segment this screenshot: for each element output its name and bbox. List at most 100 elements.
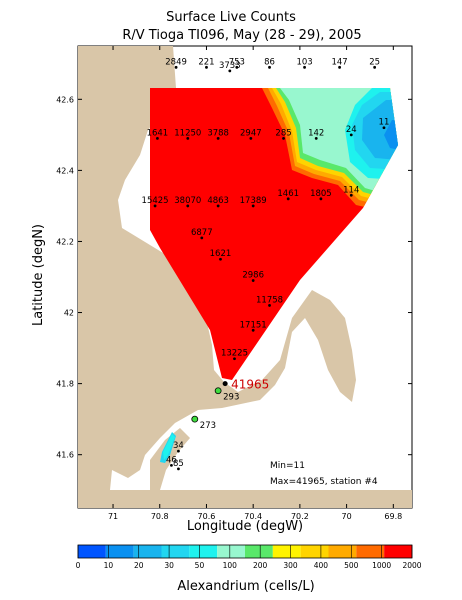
x-tick-label: 69.8	[384, 512, 402, 521]
station-marker	[268, 304, 271, 307]
land-south	[150, 428, 190, 490]
station-marker	[186, 137, 190, 140]
y-tick-label: 42.6	[56, 95, 74, 104]
land-mass	[78, 46, 412, 508]
colorbar-tick-label: 500	[344, 561, 359, 570]
station-label: 38070	[174, 196, 201, 206]
station-label: 221	[198, 57, 214, 67]
colorbar-tick-label: 200	[253, 561, 268, 570]
station-label: 24	[346, 125, 357, 135]
station-label: 142	[308, 128, 324, 138]
station-label: 753	[229, 57, 245, 67]
station-label: 1641	[147, 128, 169, 138]
x-tick-label: 70	[342, 512, 352, 521]
station-label: 2986	[242, 271, 264, 281]
colorbar-tick-label: 400	[314, 561, 329, 570]
station-label: 86	[264, 57, 275, 67]
station-marker	[251, 328, 255, 332]
station-label: 3733	[219, 61, 241, 71]
colorbar-tick-label: 50	[195, 561, 205, 570]
x-tick-label: 71	[108, 512, 118, 521]
y-tick-label: 42.4	[56, 166, 74, 175]
chart-title: Surface Live Counts	[166, 10, 296, 25]
station-marker	[200, 236, 204, 240]
station-label: 15425	[142, 196, 169, 206]
colorbar-tick-label: 10	[104, 561, 114, 570]
station-label: 11250	[174, 128, 201, 138]
colorbar-tick-label: 100	[223, 561, 238, 570]
colorbar-tick-label: 0	[76, 561, 81, 570]
annotation-max: Max=41965, station #4	[270, 477, 378, 487]
y-tick-label: 42	[64, 309, 74, 318]
station-marker	[228, 69, 232, 73]
small-patch-core	[163, 434, 175, 460]
x-axis: 71 70.8 70.6 70.4 70.2 70 69.8	[108, 46, 402, 521]
station-label: 273	[200, 421, 216, 431]
station-marker	[153, 204, 157, 208]
y-axis: 41.6 41.8 42 42.2 42.4 42.6	[56, 95, 412, 460]
chart-subtitle: R/V Tioga TI096, May (28 - 29), 2005	[122, 28, 361, 43]
colorbar-swatch	[384, 545, 412, 558]
station-label: 1805	[310, 189, 332, 199]
station-marker	[205, 65, 208, 69]
station-marker	[286, 197, 290, 201]
station-marker	[186, 204, 190, 208]
colorbar-swatch	[105, 545, 134, 558]
station-marker	[303, 65, 306, 69]
station-label: 4863	[207, 196, 229, 206]
colorbar-tick-label: 30	[164, 561, 174, 570]
station-label: 285	[275, 128, 291, 138]
station-marker	[214, 387, 222, 395]
colorbar-swatch	[328, 545, 357, 558]
station-label: 2849	[165, 57, 187, 67]
station-marker	[170, 463, 173, 467]
station-label: 34	[173, 441, 184, 451]
station-marker	[282, 137, 285, 140]
station-marker	[156, 137, 159, 140]
station-marker	[216, 204, 220, 208]
x-tick-label: 70.2	[291, 512, 309, 521]
annotation-min: Min=11	[270, 461, 305, 471]
station-marker	[268, 65, 271, 69]
station-label: 13225	[221, 349, 248, 359]
station-label: 1461	[277, 189, 299, 199]
station-marker	[338, 65, 341, 69]
station-marker	[373, 65, 377, 69]
x-tick-label: 70.8	[151, 512, 169, 521]
station-label: 17389	[240, 196, 267, 206]
station-label: 3788	[207, 128, 229, 138]
colorbar-tick-label: 2000	[402, 561, 421, 570]
colorbar-swatch	[78, 545, 106, 558]
station-marker	[251, 279, 255, 282]
station-label: 41965	[231, 378, 269, 392]
x-tick-label: 70.6	[198, 512, 216, 521]
station-marker	[382, 126, 386, 130]
station-label: 11	[379, 118, 390, 128]
colorbar-swatch	[161, 545, 190, 558]
station-label: 85	[173, 459, 184, 469]
colorbar-swatch	[272, 545, 301, 558]
station-label: 46	[166, 455, 177, 465]
station-label: 293	[223, 393, 239, 403]
station-marker	[216, 137, 220, 140]
colorbar-swatch	[356, 545, 385, 558]
station-marker	[251, 204, 255, 208]
station-marker	[349, 133, 353, 137]
colorbar: 0 10 20 30 50 100 200 300 400 500 1000 2000	[76, 544, 422, 570]
colorbar-swatch	[217, 545, 245, 558]
station-label: 17151	[240, 320, 267, 330]
y-axis-title: Latitude (degN)	[31, 224, 46, 326]
y-tick-label: 42.2	[56, 237, 74, 246]
station-marker	[222, 381, 228, 387]
station-marker	[249, 137, 253, 140]
station-label: 114	[343, 185, 359, 195]
colorbar-tick-label: 1000	[372, 561, 391, 570]
station-marker	[177, 449, 180, 453]
colorbar-swatch	[300, 545, 329, 558]
colorbar-tick-label: 300	[283, 561, 298, 570]
station-label: 103	[296, 57, 312, 67]
station-marker	[319, 197, 323, 201]
station-marker	[233, 357, 236, 361]
station-label: 2947	[240, 128, 262, 138]
